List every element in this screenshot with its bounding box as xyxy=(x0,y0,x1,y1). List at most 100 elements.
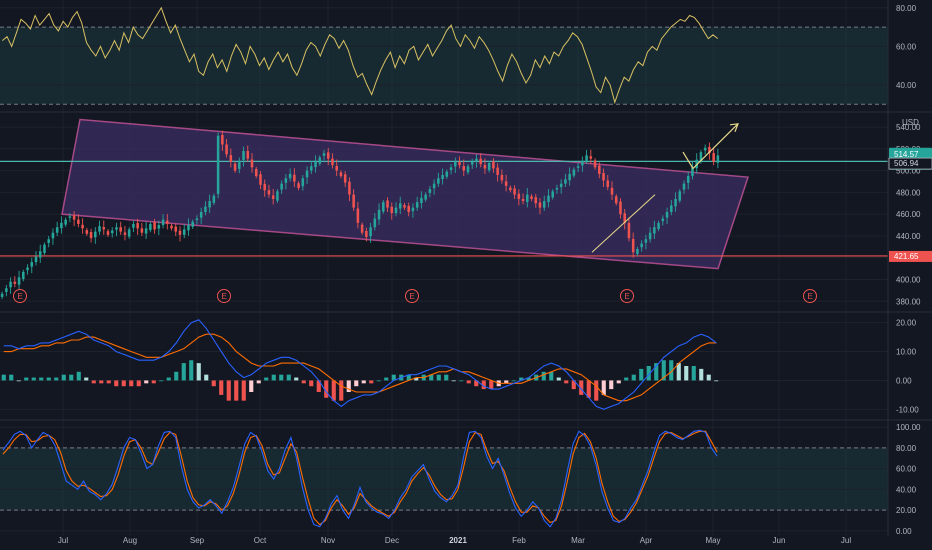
projection-arrowhead xyxy=(729,123,739,133)
macd-histogram-bar xyxy=(264,377,269,381)
candle-body xyxy=(424,194,427,200)
y-tick-label: 500.00 xyxy=(896,167,921,176)
y-tick-label: 0.00 xyxy=(896,527,912,536)
earnings-marker-label: E xyxy=(222,292,227,301)
x-tick-label: Feb xyxy=(512,536,526,545)
y-tick-label: 40.00 xyxy=(896,485,917,494)
macd-histogram-bar xyxy=(564,380,569,384)
candle-body xyxy=(178,230,182,235)
y-tick-label: 480.00 xyxy=(896,188,921,197)
earnings-marker xyxy=(405,289,419,303)
macd-histogram-bar xyxy=(691,366,696,381)
macd-histogram-bar xyxy=(159,380,164,382)
macd-histogram-bar xyxy=(639,368,644,381)
candle-body xyxy=(132,223,135,228)
candle-body xyxy=(644,239,648,243)
candle-body xyxy=(225,144,228,155)
candle-body xyxy=(81,224,84,229)
candle-body xyxy=(127,229,131,237)
y-tick-label: 400.00 xyxy=(896,276,921,285)
macd-histogram-bar xyxy=(384,377,389,381)
macd-histogram-bar xyxy=(9,374,14,381)
candle-body xyxy=(68,216,72,218)
candle-body xyxy=(297,183,300,189)
candle-body xyxy=(712,153,715,162)
trend-arrow-line xyxy=(591,194,656,253)
candle-body xyxy=(631,239,635,253)
candle-body xyxy=(420,197,423,204)
candle-body xyxy=(339,172,343,177)
candle-body xyxy=(602,173,605,181)
macd-histogram-bar xyxy=(324,380,329,398)
macd-histogram-bar xyxy=(354,380,359,387)
candle-body xyxy=(657,222,660,229)
candle-body xyxy=(454,161,457,167)
candle-body xyxy=(674,198,677,207)
candle-body xyxy=(305,170,309,178)
candle-body xyxy=(182,229,186,235)
candle-body xyxy=(43,244,46,253)
macd-histogram-bar xyxy=(174,371,179,381)
candle-body xyxy=(89,232,93,239)
macd-histogram-bar xyxy=(339,380,344,401)
candle-body xyxy=(343,174,347,183)
candle-body xyxy=(521,198,525,202)
macd-histogram-bar xyxy=(54,377,59,381)
y-tick-label: 60.00 xyxy=(896,465,917,474)
earnings-marker xyxy=(620,289,634,303)
x-tick-label: 2021 xyxy=(449,536,467,545)
candle-body xyxy=(585,155,588,161)
candle-body xyxy=(386,200,389,208)
candle-body xyxy=(470,161,474,165)
macd-histogram-bar xyxy=(661,360,666,381)
candle-body xyxy=(483,164,487,169)
macd-line xyxy=(3,319,717,410)
candle-body xyxy=(475,158,478,162)
candle-body xyxy=(479,158,482,165)
macd-histogram-bar xyxy=(226,380,231,401)
candle-body xyxy=(47,239,50,243)
macd-histogram-bar xyxy=(706,374,711,381)
macd-histogram-bar xyxy=(361,380,366,384)
candle-body xyxy=(648,232,652,240)
candle-body xyxy=(619,201,622,215)
candle-body xyxy=(276,191,279,201)
y-tick-label: 100.00 xyxy=(896,423,921,432)
stochastic-panel: 100.00 80.00 60.00 40.00 20.00 0.00 xyxy=(0,423,921,536)
candle-body xyxy=(555,188,559,190)
candle-body xyxy=(686,176,690,183)
candle-body xyxy=(538,202,542,208)
macd-histogram-bar xyxy=(39,377,44,381)
candle-body xyxy=(360,224,364,233)
x-tick-label: Jul xyxy=(841,536,851,545)
macd-histogram-bar xyxy=(474,380,479,387)
macd-histogram-bar xyxy=(144,380,149,384)
candle-body xyxy=(153,222,156,230)
candle-body xyxy=(13,281,17,284)
support-price-tag xyxy=(889,250,932,262)
candle-body xyxy=(708,146,711,154)
candle-body xyxy=(441,174,444,180)
x-tick-label: Nov xyxy=(321,536,335,545)
candle-body xyxy=(598,165,601,174)
earnings-marker xyxy=(217,289,231,303)
currency-label: USD xyxy=(902,118,919,127)
macd-histogram-bar xyxy=(526,377,531,381)
macd-histogram-bar xyxy=(91,380,96,384)
candle-body xyxy=(174,226,178,232)
candle-body xyxy=(140,228,144,233)
last-price-label: 514.57 xyxy=(894,150,919,159)
macd-histogram-bar xyxy=(616,380,621,384)
candle-body xyxy=(665,212,669,218)
x-tick-label: Oct xyxy=(254,536,267,545)
candle-body xyxy=(678,191,682,201)
candle-body xyxy=(318,157,322,164)
macd-histogram-bar xyxy=(376,380,381,382)
candle-body xyxy=(703,147,707,151)
candle-body xyxy=(144,228,148,234)
macd-histogram-bar xyxy=(241,380,246,401)
candle-body xyxy=(670,205,673,212)
macd-histogram-bar xyxy=(676,363,681,381)
x-tick-label: Apr xyxy=(640,536,653,545)
candle-body xyxy=(267,190,271,195)
